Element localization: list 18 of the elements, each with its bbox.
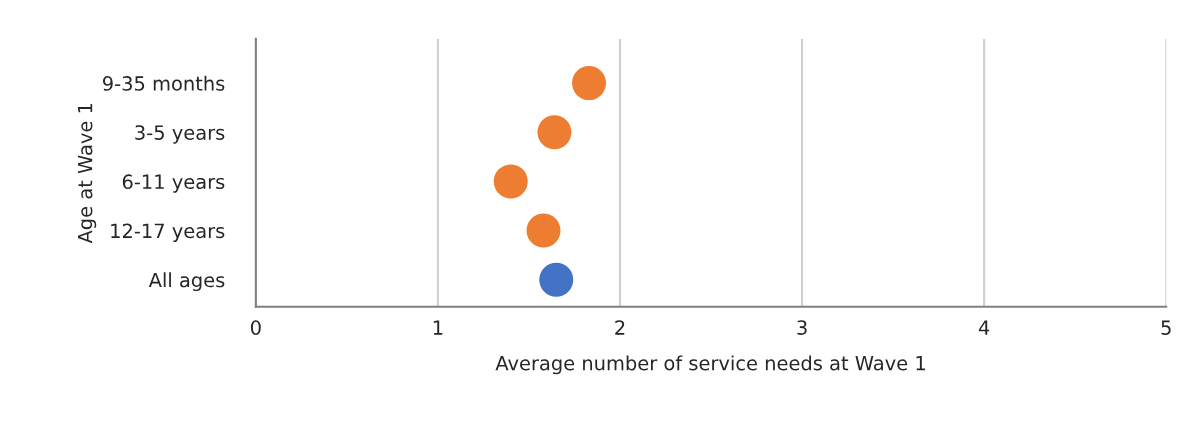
x-tick-label: 4 xyxy=(978,320,990,335)
y-tick-label: 12-17 years xyxy=(111,223,225,242)
y-tick-label: 6-11 years xyxy=(122,174,225,193)
y-axis-title: Age at Wave 1 xyxy=(77,103,97,244)
x-tick-label: 3 xyxy=(797,320,807,335)
y-tick-label: 3-5 years xyxy=(135,125,225,144)
point xyxy=(526,213,561,248)
point xyxy=(493,164,528,199)
y-tick-label: All ages xyxy=(148,272,225,292)
x-tick-label: 5 xyxy=(1161,320,1171,335)
y-tick-label: 9-35 months xyxy=(102,75,225,91)
point xyxy=(572,66,607,101)
x-tick-label: 0 xyxy=(250,320,261,335)
x-axis-title: Average number of service needs at Wave 1 xyxy=(495,355,925,375)
point xyxy=(537,115,572,150)
x-tick-label: 1 xyxy=(433,320,443,335)
x-tick-label: 2 xyxy=(615,320,625,335)
point xyxy=(539,262,574,297)
